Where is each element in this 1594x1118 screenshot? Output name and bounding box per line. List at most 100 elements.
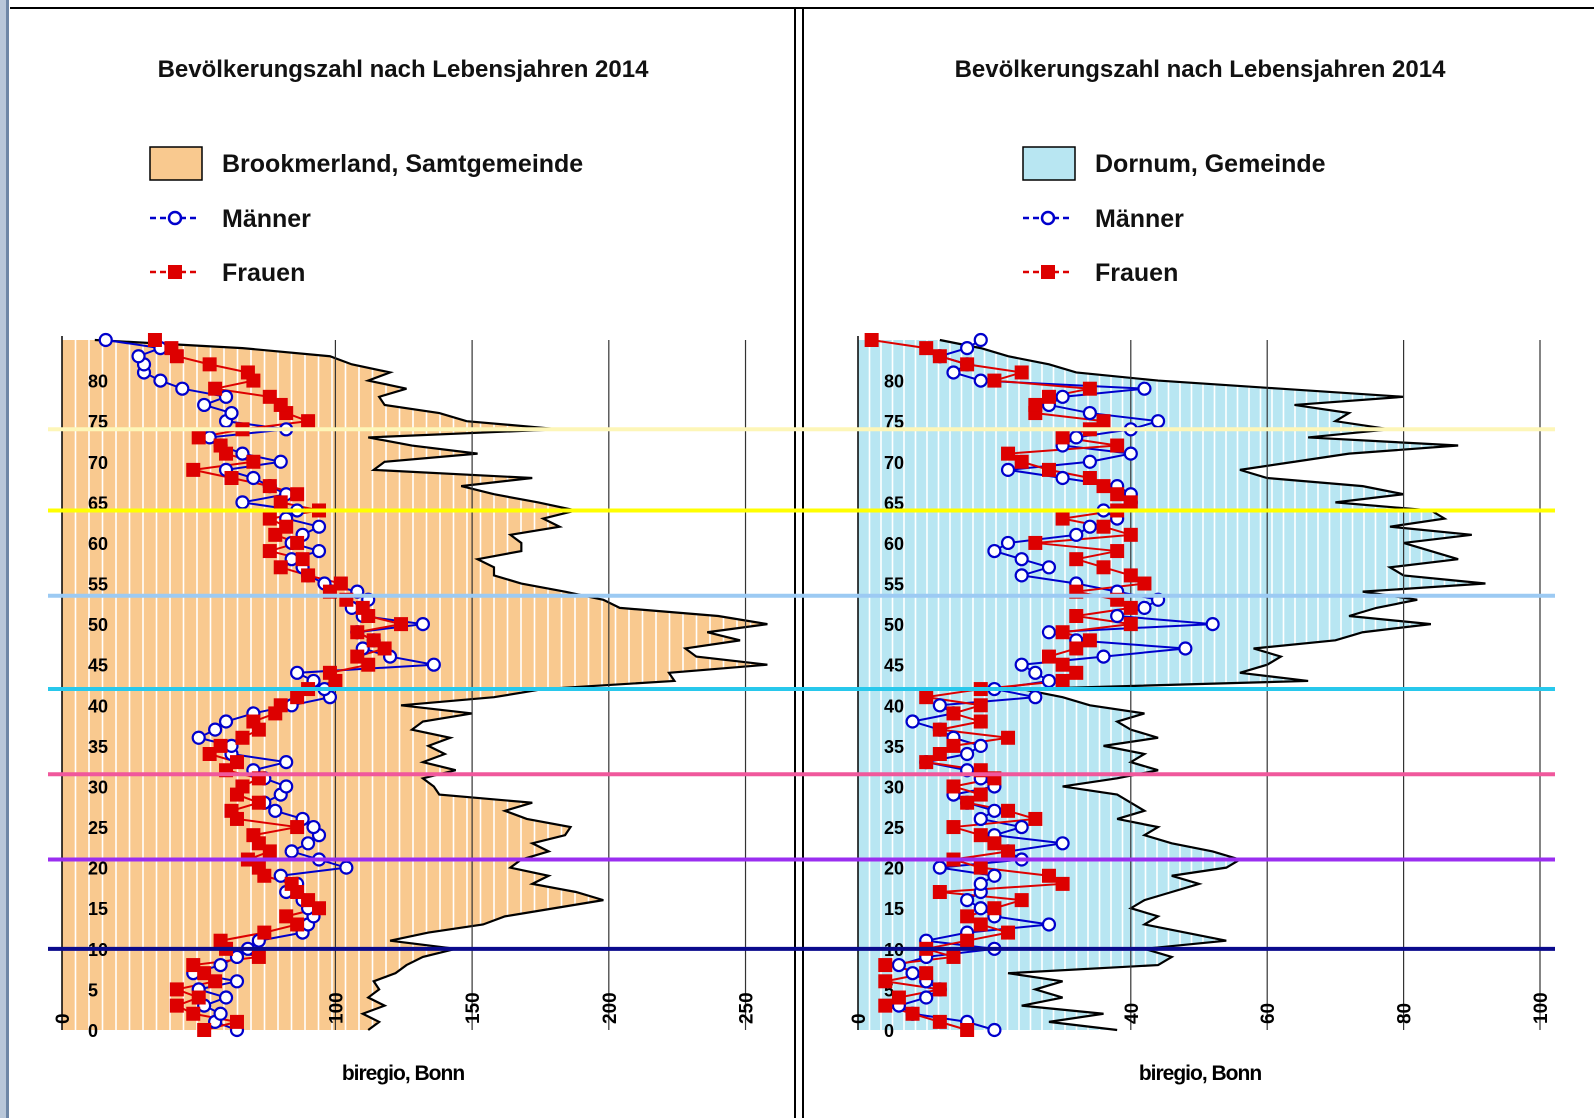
men-point — [932, 860, 947, 875]
women-point — [987, 836, 1002, 851]
women-point — [262, 389, 277, 404]
area-fill — [62, 340, 768, 1030]
women-point — [1137, 576, 1152, 591]
women-point — [191, 990, 206, 1005]
age-tick-label: 55 — [88, 575, 108, 595]
women-point — [197, 966, 212, 981]
women-point — [1001, 730, 1016, 745]
women-point — [960, 909, 975, 924]
women-point — [1001, 925, 1016, 940]
men-point — [987, 543, 1002, 559]
women-point — [186, 462, 201, 477]
men-point — [960, 893, 975, 908]
women-point — [366, 633, 381, 648]
value-tick-label: 0 — [849, 1013, 870, 1024]
women-point — [1001, 844, 1016, 859]
women-point — [960, 1023, 975, 1037]
age-tick-label: 45 — [88, 656, 108, 676]
men-point — [235, 495, 250, 510]
age-tick-label: 75 — [88, 412, 108, 432]
value-tick-label: 40 — [1122, 1003, 1143, 1024]
men-point — [213, 1006, 228, 1021]
women-point — [1123, 527, 1138, 542]
women-point — [224, 803, 239, 818]
women-point — [1096, 479, 1111, 494]
women-point — [946, 706, 961, 721]
women-point — [878, 958, 893, 973]
women-point — [878, 974, 893, 989]
women-point — [235, 730, 250, 745]
women-point — [919, 341, 934, 356]
legend-area-swatch — [149, 146, 203, 181]
women-point — [932, 722, 947, 737]
women-point — [350, 649, 365, 664]
women-point — [284, 876, 299, 891]
legend-area-swatch — [1022, 146, 1076, 181]
women-point — [973, 828, 988, 843]
women-point — [240, 365, 255, 380]
women-point — [1123, 600, 1138, 615]
age-tick-label: 80 — [88, 372, 108, 392]
women-point — [1123, 495, 1138, 510]
window-edge — [0, 0, 6, 1118]
men-point — [191, 730, 206, 745]
legend-women-marker — [1041, 265, 1055, 279]
age-tick-label: 80 — [884, 372, 904, 392]
women-point — [1014, 893, 1029, 908]
age-tick-label: 75 — [884, 412, 904, 432]
women-point — [301, 893, 316, 908]
age-tick-label: 60 — [88, 534, 108, 554]
women-point — [1069, 609, 1084, 623]
men-point — [153, 373, 168, 388]
chart-panel-dornum: Bevölkerungszahl nach Lebensjahren 2014 … — [849, 56, 1552, 1085]
age-tick-label: 50 — [884, 615, 904, 635]
age-tick-label: 35 — [884, 737, 904, 757]
men-point — [279, 779, 294, 794]
legend-women-marker — [168, 265, 182, 279]
age-tick-label: 5 — [884, 980, 894, 1000]
women-point — [246, 714, 261, 729]
women-point — [960, 357, 975, 372]
men-point — [1041, 560, 1057, 575]
age-tick-label: 20 — [88, 859, 108, 879]
men-point — [946, 365, 961, 380]
women-point — [1082, 471, 1097, 485]
women-point — [301, 414, 316, 429]
women-point — [333, 576, 348, 591]
women-point — [224, 471, 239, 485]
women-point — [1123, 617, 1138, 632]
women-point — [273, 397, 288, 412]
women-point — [960, 933, 975, 948]
men-point — [1205, 617, 1220, 632]
men-point — [284, 844, 299, 859]
women-point — [1041, 868, 1056, 883]
women-point — [279, 519, 294, 534]
men-point — [235, 446, 250, 461]
chart-credit: biregio, Bonn — [1139, 1062, 1261, 1085]
men-point — [973, 876, 988, 891]
men-point — [1014, 657, 1029, 672]
women-point — [919, 755, 934, 770]
men-point — [1000, 462, 1016, 477]
men-point — [905, 714, 920, 729]
women-point — [878, 998, 893, 1013]
women-point — [1028, 535, 1043, 550]
women-point — [147, 333, 162, 347]
men-point — [218, 990, 234, 1005]
women-point — [257, 925, 272, 940]
women-point — [1069, 665, 1084, 680]
women-point — [987, 373, 1002, 388]
men-point — [1055, 836, 1070, 851]
women-point — [290, 487, 305, 502]
men-point — [891, 957, 907, 973]
women-point — [377, 641, 392, 656]
women-point — [191, 430, 206, 445]
women-point — [932, 747, 947, 761]
plot-area-dornum: 0510152025303540455055606570758004060801… — [849, 332, 1552, 1041]
women-point — [213, 438, 228, 453]
women-point — [208, 974, 223, 989]
chart-title: Bevölkerungszahl nach Lebensjahren 2014 — [158, 56, 650, 83]
men-point — [131, 349, 146, 364]
women-point — [290, 690, 305, 705]
men-point — [1014, 819, 1029, 835]
